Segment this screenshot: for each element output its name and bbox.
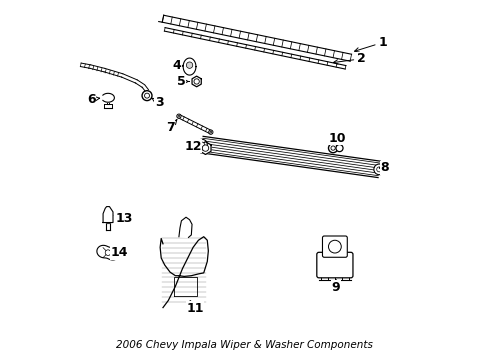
Circle shape	[330, 146, 335, 150]
Polygon shape	[97, 245, 119, 260]
Polygon shape	[192, 76, 201, 87]
Circle shape	[142, 91, 152, 100]
Circle shape	[335, 145, 343, 152]
Circle shape	[194, 79, 199, 84]
Polygon shape	[179, 217, 192, 238]
Polygon shape	[200, 142, 211, 154]
Polygon shape	[195, 145, 199, 152]
Text: 9: 9	[331, 280, 340, 293]
Circle shape	[376, 167, 381, 172]
Circle shape	[199, 142, 204, 147]
Text: 13: 13	[116, 212, 133, 225]
Circle shape	[208, 130, 212, 134]
Circle shape	[178, 115, 180, 117]
Text: 1: 1	[354, 36, 386, 52]
Circle shape	[209, 131, 211, 133]
Text: 4: 4	[172, 59, 183, 72]
Text: 3: 3	[152, 96, 163, 109]
Text: 8: 8	[379, 161, 388, 175]
Circle shape	[105, 250, 111, 256]
Text: 2: 2	[333, 52, 365, 65]
Circle shape	[196, 139, 207, 150]
Text: 14: 14	[111, 246, 128, 259]
Circle shape	[202, 145, 208, 151]
Circle shape	[373, 164, 384, 175]
Polygon shape	[160, 237, 208, 307]
Text: 7: 7	[165, 120, 177, 134]
Polygon shape	[183, 58, 196, 75]
Circle shape	[328, 240, 341, 253]
Text: 2006 Chevy Impala Wiper & Washer Components: 2006 Chevy Impala Wiper & Washer Compone…	[116, 340, 372, 350]
Circle shape	[144, 93, 149, 98]
FancyBboxPatch shape	[322, 236, 346, 257]
Text: 6: 6	[87, 93, 100, 106]
Circle shape	[328, 144, 337, 153]
Text: 10: 10	[328, 132, 346, 145]
Circle shape	[177, 114, 181, 118]
Polygon shape	[103, 207, 113, 222]
Text: 11: 11	[186, 301, 203, 315]
Text: 12: 12	[184, 140, 202, 153]
Circle shape	[186, 62, 192, 68]
Text: 5: 5	[177, 75, 189, 88]
Polygon shape	[102, 93, 114, 102]
FancyBboxPatch shape	[316, 252, 352, 278]
